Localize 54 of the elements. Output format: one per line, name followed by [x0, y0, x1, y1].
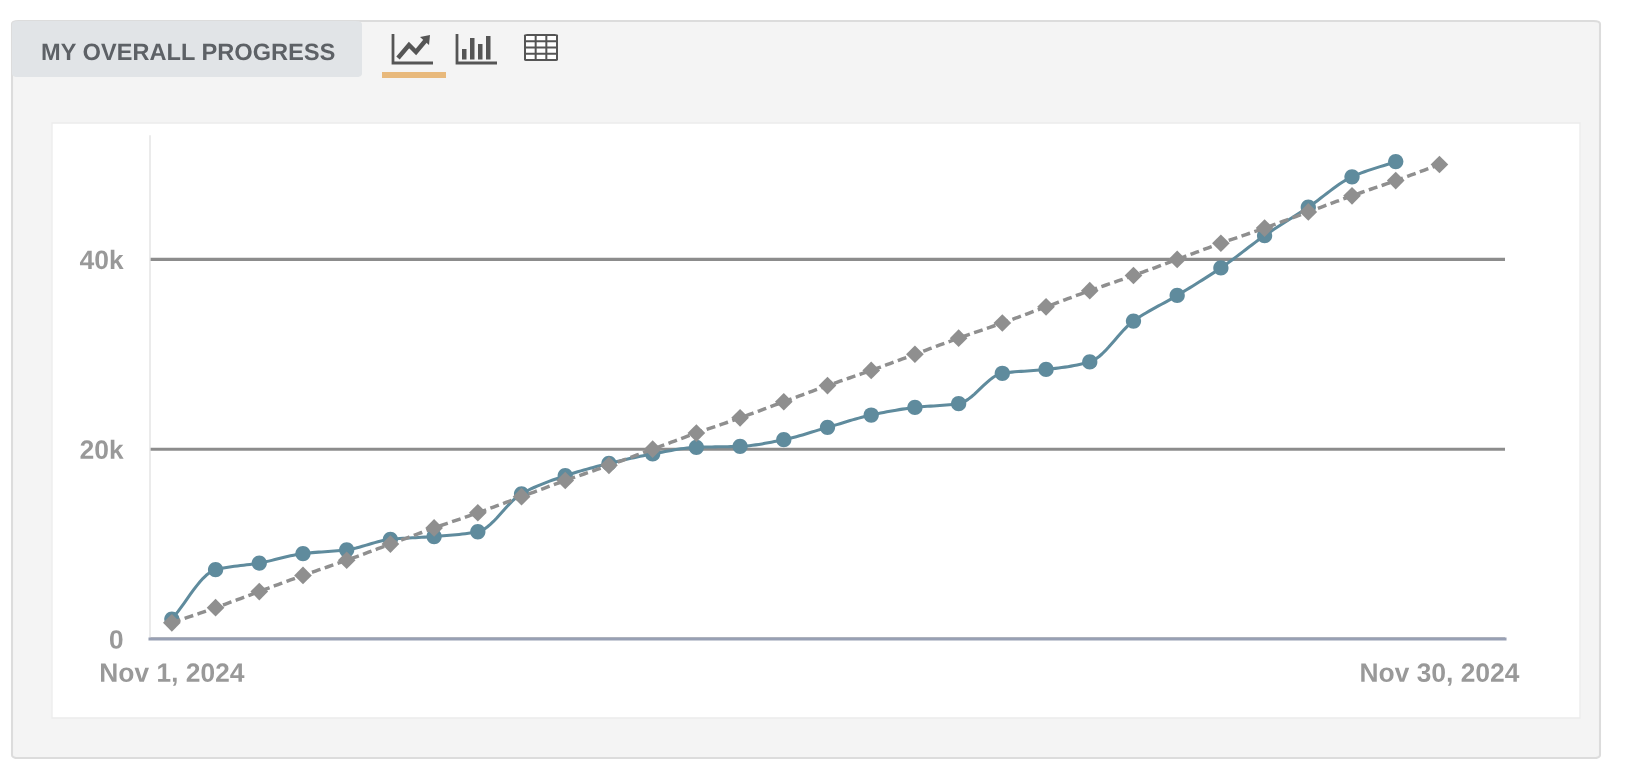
point	[731, 409, 749, 427]
point	[163, 614, 181, 632]
point	[512, 487, 531, 506]
point	[251, 555, 267, 571]
point	[1212, 234, 1230, 253]
point	[688, 439, 705, 455]
point	[819, 419, 836, 435]
point	[337, 551, 356, 570]
point	[470, 524, 486, 540]
point	[1343, 186, 1361, 205]
point	[556, 471, 575, 490]
point	[1037, 297, 1055, 316]
point	[863, 407, 879, 423]
point	[250, 582, 269, 601]
chart-title: MY OVERALL PROGRESS	[42, 43, 335, 61]
point	[1038, 361, 1054, 378]
y-tick-label: 20k	[80, 439, 124, 460]
point	[1386, 171, 1405, 190]
point	[1124, 266, 1143, 285]
point	[1125, 313, 1142, 329]
x-tick-label: Nov 1, 2024	[101, 663, 245, 686]
point	[949, 329, 968, 347]
point	[1082, 354, 1098, 370]
point	[1080, 281, 1099, 300]
point	[643, 440, 662, 459]
point	[1388, 153, 1404, 170]
x-tick-label: Nov 30, 2024	[1361, 663, 1520, 686]
point	[687, 424, 706, 442]
point	[950, 395, 967, 412]
point	[994, 365, 1010, 381]
point	[207, 562, 224, 578]
point	[1169, 287, 1185, 304]
point	[206, 598, 225, 617]
point	[381, 535, 400, 553]
y-tick-label: 40k	[79, 249, 124, 270]
point	[294, 566, 312, 585]
point	[818, 376, 837, 395]
point	[1344, 169, 1360, 185]
point	[1430, 155, 1449, 174]
point	[862, 361, 881, 380]
point	[774, 392, 793, 411]
point	[993, 314, 1012, 332]
point	[907, 399, 923, 416]
point	[468, 503, 487, 522]
point	[1213, 260, 1229, 276]
point	[1255, 219, 1274, 237]
point	[1168, 250, 1187, 269]
point	[732, 438, 748, 454]
point	[776, 432, 792, 448]
point	[295, 545, 311, 562]
point	[906, 345, 924, 364]
point	[425, 519, 443, 537]
y-tick-label: 0	[109, 630, 123, 649]
point	[1299, 203, 1318, 221]
